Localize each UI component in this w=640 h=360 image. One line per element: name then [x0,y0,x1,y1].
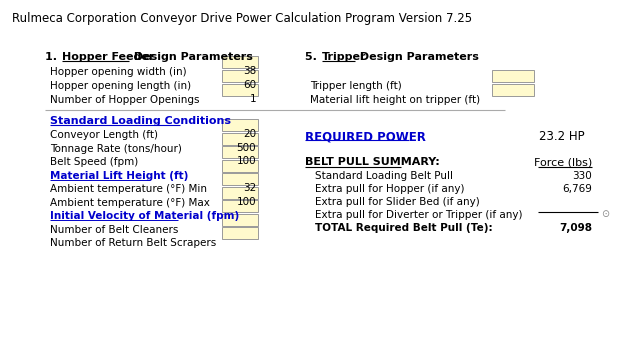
Text: TOTAL Required Belt Pull (Te):: TOTAL Required Belt Pull (Te): [315,223,493,233]
Text: 100: 100 [236,156,256,166]
Text: ⊙: ⊙ [601,209,609,219]
FancyBboxPatch shape [222,200,258,212]
Text: Hopper opening width (in): Hopper opening width (in) [50,67,187,77]
Text: Number of Hopper Openings: Number of Hopper Openings [50,95,200,105]
Text: 5.: 5. [305,52,324,62]
Text: Design Parameters: Design Parameters [356,52,479,62]
Text: 500: 500 [236,143,256,153]
Text: Conveyor Length (ft): Conveyor Length (ft) [50,130,158,140]
FancyBboxPatch shape [222,227,258,239]
Text: Design Parameters: Design Parameters [130,52,253,62]
Text: 7,098: 7,098 [559,223,592,233]
Text: 330: 330 [572,171,592,181]
FancyBboxPatch shape [222,56,258,68]
Text: Rulmeca Corporation Conveyor Drive Power Calculation Program Version 7.25: Rulmeca Corporation Conveyor Drive Power… [12,12,472,25]
Text: Belt Speed (fpm): Belt Speed (fpm) [50,157,138,167]
Text: 38: 38 [243,66,256,76]
Text: 6,769: 6,769 [562,184,592,194]
Text: Hopper opening length (in): Hopper opening length (in) [50,81,191,91]
Text: 1: 1 [250,94,256,104]
Text: Extra pull for Slider Bed (if any): Extra pull for Slider Bed (if any) [315,197,480,207]
FancyBboxPatch shape [222,146,258,158]
Text: Tripper length (ft): Tripper length (ft) [310,81,402,91]
FancyBboxPatch shape [222,186,258,198]
Text: Ambient temperature (°F) Max: Ambient temperature (°F) Max [50,198,210,207]
FancyBboxPatch shape [222,173,258,185]
FancyBboxPatch shape [222,132,258,144]
Text: Hopper Feeder: Hopper Feeder [62,52,154,62]
Text: Material lift height on tripper (ft): Material lift height on tripper (ft) [310,95,480,105]
Text: Material Lift Height (ft): Material Lift Height (ft) [50,171,188,180]
FancyBboxPatch shape [222,84,258,96]
Text: Tripper: Tripper [322,52,367,62]
Text: 23.2 HP: 23.2 HP [540,130,585,143]
Text: BELT PULL SUMMARY:: BELT PULL SUMMARY: [305,157,440,167]
Text: Extra pull for Diverter or Tripper (if any): Extra pull for Diverter or Tripper (if a… [315,210,522,220]
Text: Number of Return Belt Scrapers: Number of Return Belt Scrapers [50,238,216,248]
Text: REQUIRED POWER: REQUIRED POWER [305,130,426,143]
Text: Standard Loading Belt Pull: Standard Loading Belt Pull [315,171,453,181]
Text: 20: 20 [243,129,256,139]
FancyBboxPatch shape [222,119,258,131]
Text: Number of Belt Cleaners: Number of Belt Cleaners [50,225,179,234]
Text: Tonnage Rate (tons/hour): Tonnage Rate (tons/hour) [50,144,182,153]
Text: 60: 60 [243,80,256,90]
Text: Extra pull for Hopper (if any): Extra pull for Hopper (if any) [315,184,465,194]
FancyBboxPatch shape [492,84,534,96]
FancyBboxPatch shape [222,213,258,225]
FancyBboxPatch shape [222,159,258,171]
Text: Force (lbs): Force (lbs) [534,157,592,167]
Text: Standard Loading Conditions: Standard Loading Conditions [50,116,231,126]
Text: Ambient temperature (°F) Min: Ambient temperature (°F) Min [50,184,207,194]
Text: Initial Velocity of Material (fpm): Initial Velocity of Material (fpm) [50,211,239,221]
Text: 100: 100 [236,197,256,207]
Text: 1.: 1. [45,52,65,62]
FancyBboxPatch shape [222,70,258,82]
FancyBboxPatch shape [492,70,534,82]
Text: 32: 32 [243,183,256,193]
